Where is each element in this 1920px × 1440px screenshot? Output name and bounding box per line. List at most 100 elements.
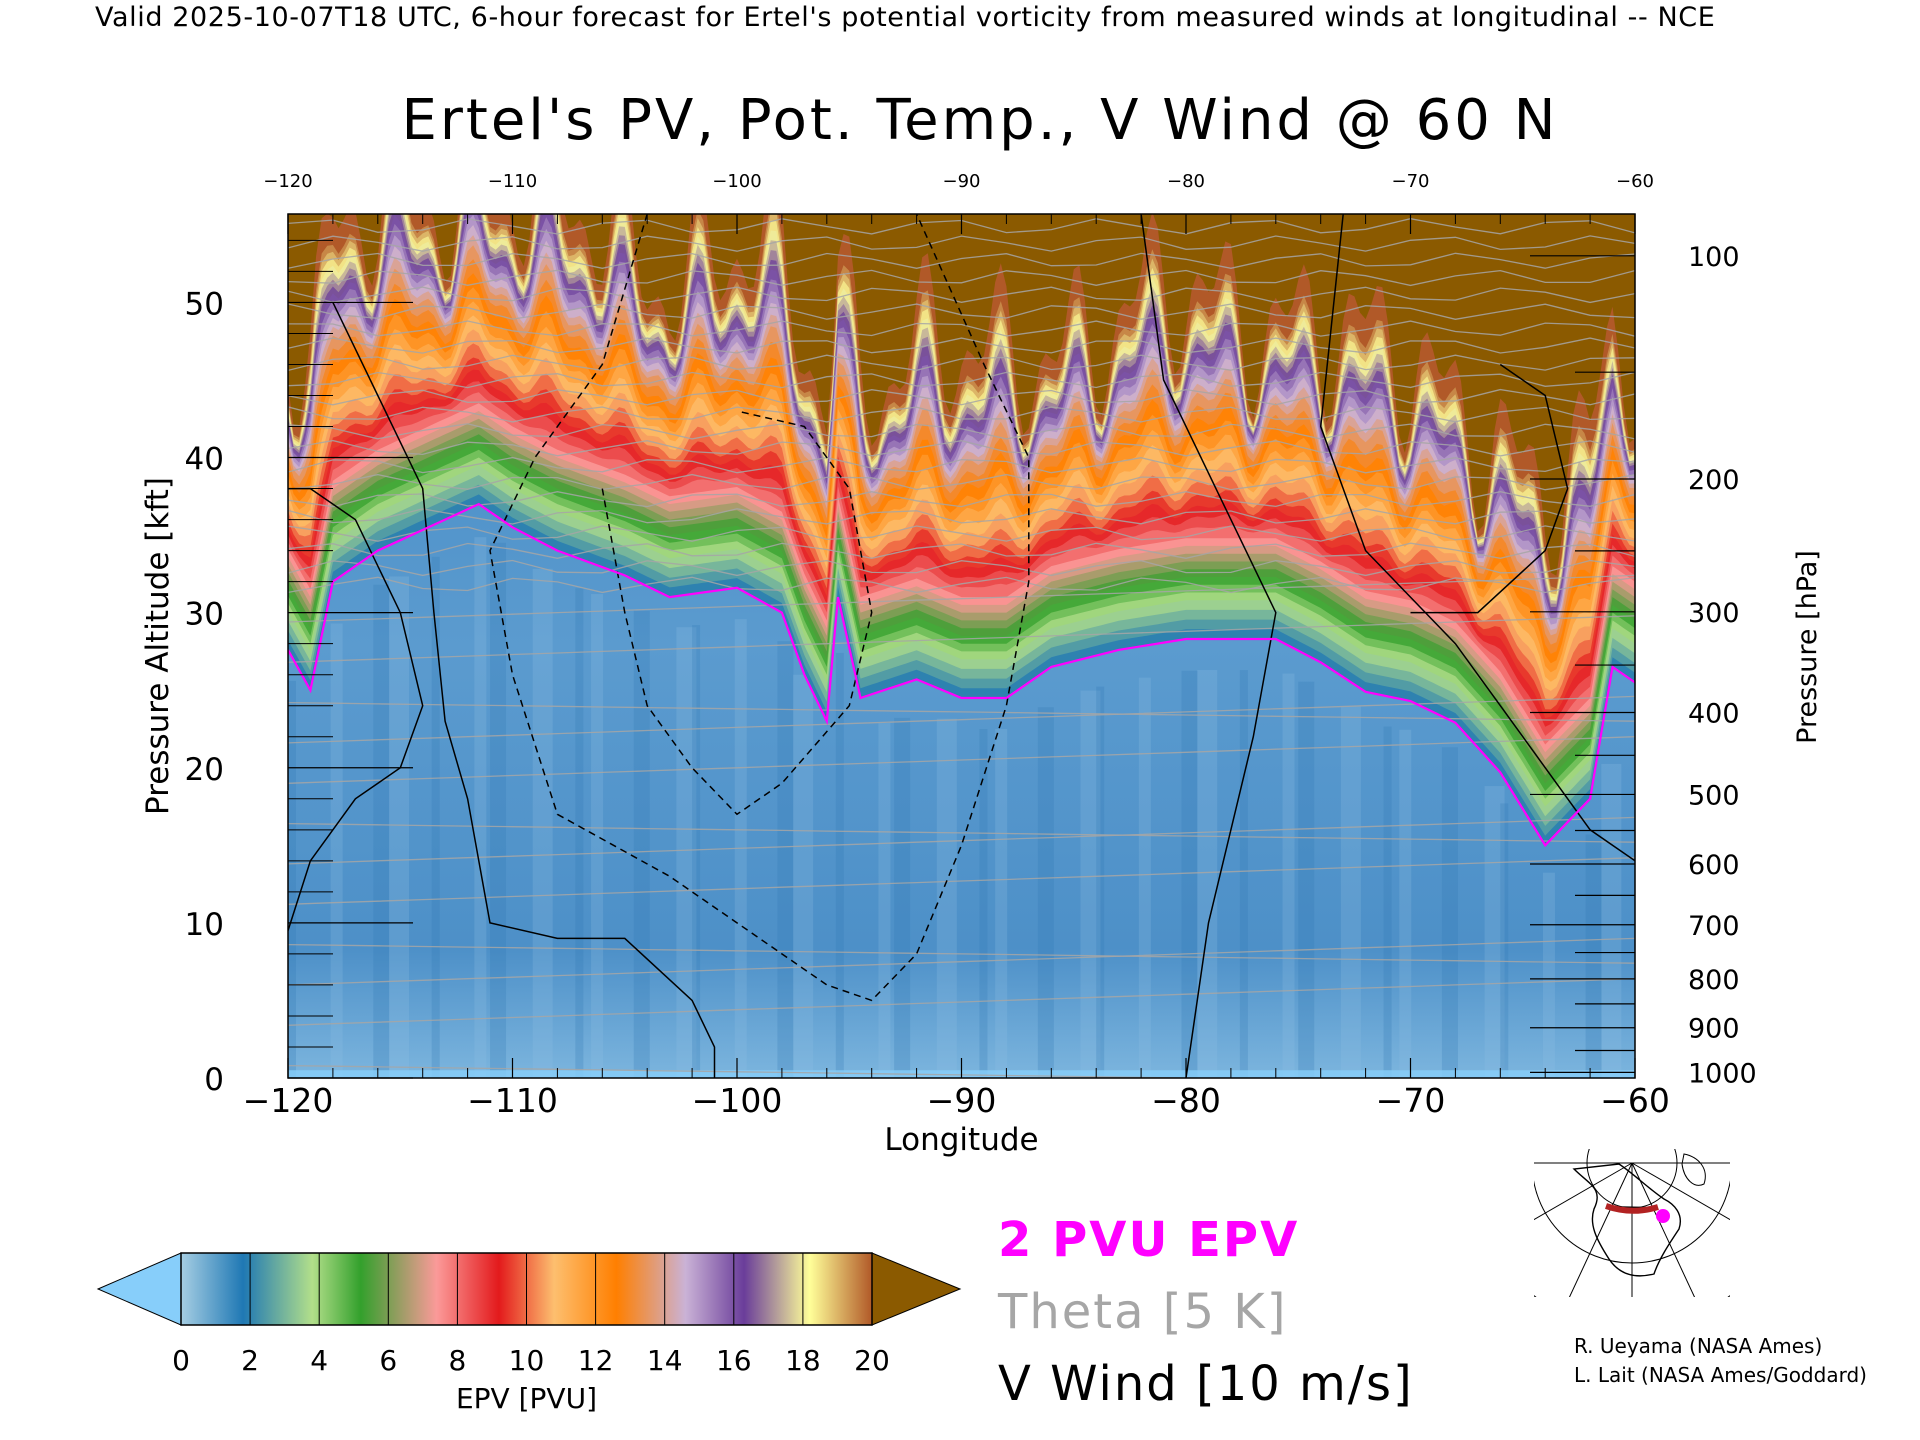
x-top-tick-label: −70 bbox=[1392, 171, 1430, 192]
pv-streak bbox=[1399, 729, 1412, 1078]
theta-contour bbox=[288, 456, 1635, 474]
plot-area bbox=[288, 214, 1635, 1078]
figure-subtitle: Valid 2025-10-07T18 UTC, 6-hour forecast… bbox=[95, 2, 1716, 33]
x-tick-label: −60 bbox=[1600, 1081, 1670, 1120]
y-tick-label: 0 bbox=[204, 1062, 224, 1098]
pv-streak bbox=[1500, 803, 1509, 1078]
pv-streak bbox=[633, 610, 650, 1078]
y-tick-label: 50 bbox=[185, 286, 224, 322]
theta-contour bbox=[288, 857, 1635, 905]
longitude-line bbox=[1568, 1162, 1633, 1297]
pv-streak bbox=[1298, 681, 1315, 1078]
theta-contour bbox=[288, 235, 1635, 252]
x-top-tick-label: −90 bbox=[943, 171, 981, 192]
pv-streak bbox=[1181, 670, 1198, 1078]
theta-contour bbox=[288, 576, 1635, 594]
pv-streak bbox=[979, 728, 988, 1078]
chart-title: Ertel's PV, Pot. Temp., V Wind @ 60 N bbox=[401, 88, 1559, 153]
pv-streak bbox=[1340, 706, 1361, 1078]
theta-contour bbox=[288, 937, 1635, 986]
theta-contour bbox=[288, 388, 1635, 406]
pv-streak bbox=[1138, 677, 1151, 1078]
pv-streak bbox=[373, 584, 390, 1078]
y-tick-label: 10 bbox=[185, 907, 224, 943]
map-group bbox=[1534, 1149, 1730, 1297]
colorbar-tick-label: 12 bbox=[578, 1344, 614, 1377]
legend-theta: Theta [5 K] bbox=[998, 1284, 1288, 1340]
pv-streak bbox=[1484, 786, 1505, 1078]
pv-streak bbox=[1282, 673, 1295, 1078]
theta-contour bbox=[288, 542, 1635, 559]
y2-tick-label: 600 bbox=[1688, 850, 1740, 881]
pv-streak bbox=[1383, 726, 1392, 1078]
theta-contour bbox=[288, 423, 1635, 440]
colorbar-tick-label: 20 bbox=[854, 1344, 890, 1377]
pv-streak bbox=[1197, 670, 1218, 1078]
pv-streak bbox=[288, 680, 296, 1078]
pv-band bbox=[288, 214, 1635, 589]
theta-contour bbox=[288, 491, 1635, 508]
theta-contour bbox=[288, 320, 1635, 337]
cross-section-track bbox=[1605, 1203, 1659, 1214]
x-tick-label: −70 bbox=[1376, 1081, 1446, 1120]
x-tick-label: −120 bbox=[243, 1081, 334, 1120]
pv-band-over-20 bbox=[288, 214, 1635, 576]
pv-streak bbox=[1441, 747, 1458, 1078]
y2-tick-label: 300 bbox=[1688, 598, 1740, 629]
x-top-tick-label: −110 bbox=[488, 171, 537, 192]
credit-line-2: L. Lait (NASA Ames/Goddard) bbox=[1574, 1363, 1867, 1387]
theta-contour bbox=[288, 508, 1635, 525]
pv-streak bbox=[777, 641, 794, 1078]
colorbar-tick-label: 16 bbox=[716, 1344, 752, 1377]
x-tick-label: −110 bbox=[467, 1081, 558, 1120]
y2-tick-label: 100 bbox=[1688, 242, 1740, 273]
y2-tick-label: 700 bbox=[1688, 911, 1740, 942]
colorbar-tick-label: 18 bbox=[785, 1344, 821, 1377]
colorbar-over-triangle bbox=[871, 1252, 962, 1326]
colorbar-tick-label: 0 bbox=[172, 1344, 190, 1377]
pv-streak bbox=[389, 576, 410, 1078]
vwind-contour-positive bbox=[1319, 214, 1635, 862]
pv-streak bbox=[1096, 686, 1105, 1078]
y2-tick-label: 800 bbox=[1688, 965, 1740, 996]
y2-tick-label: 400 bbox=[1688, 698, 1740, 729]
pv-streak bbox=[330, 623, 343, 1078]
theta-contour bbox=[288, 816, 1635, 865]
pv-streak bbox=[676, 627, 697, 1078]
theta-contour bbox=[288, 269, 1635, 287]
colorbar-tick-label: 6 bbox=[379, 1344, 397, 1377]
colorbar-tick-label: 8 bbox=[448, 1344, 466, 1377]
x-top-tick-label: −80 bbox=[1167, 171, 1205, 192]
greenland-coastline bbox=[1681, 1153, 1706, 1186]
north-america-coastline bbox=[1572, 1163, 1681, 1277]
pv-streak bbox=[490, 542, 507, 1078]
legend-pv2: 2 PVU EPV bbox=[998, 1212, 1300, 1268]
location-marker bbox=[1656, 1209, 1670, 1223]
vwind-contour-negative bbox=[489, 214, 1030, 1002]
locator-map bbox=[1534, 1149, 1730, 1297]
x-top-tick-label: −120 bbox=[263, 171, 312, 192]
legend-vwind: V Wind [10 m/s] bbox=[998, 1356, 1414, 1412]
pv-streak bbox=[1037, 707, 1054, 1078]
colorbar-tick-label: 4 bbox=[310, 1344, 328, 1377]
pv-streak bbox=[431, 556, 440, 1078]
theta-contour bbox=[288, 525, 1635, 542]
x-top-tick-label: −60 bbox=[1616, 171, 1654, 192]
pv-streak bbox=[532, 568, 553, 1078]
y-tick-label: 40 bbox=[185, 442, 224, 478]
y-tick-label: 20 bbox=[185, 752, 224, 788]
pv-streak bbox=[793, 674, 814, 1078]
vwind-contour-positive bbox=[288, 487, 424, 931]
theta-contour bbox=[288, 701, 1635, 722]
pv-streak bbox=[878, 723, 891, 1078]
theta-contour bbox=[288, 943, 1635, 964]
theta-contour bbox=[288, 252, 1635, 269]
y-axis-label: Pressure Altitude [kft] bbox=[140, 477, 176, 815]
colorbar-tick-label: 10 bbox=[509, 1344, 545, 1377]
pv-streak bbox=[692, 625, 701, 1078]
credit-line-1: R. Ueyama (NASA Ames) bbox=[1574, 1334, 1823, 1358]
theta-contour bbox=[288, 406, 1635, 423]
theta-contour bbox=[288, 574, 1635, 623]
vwind-contour-positive bbox=[1140, 214, 1277, 1078]
x-tick-label: −90 bbox=[927, 1081, 997, 1120]
